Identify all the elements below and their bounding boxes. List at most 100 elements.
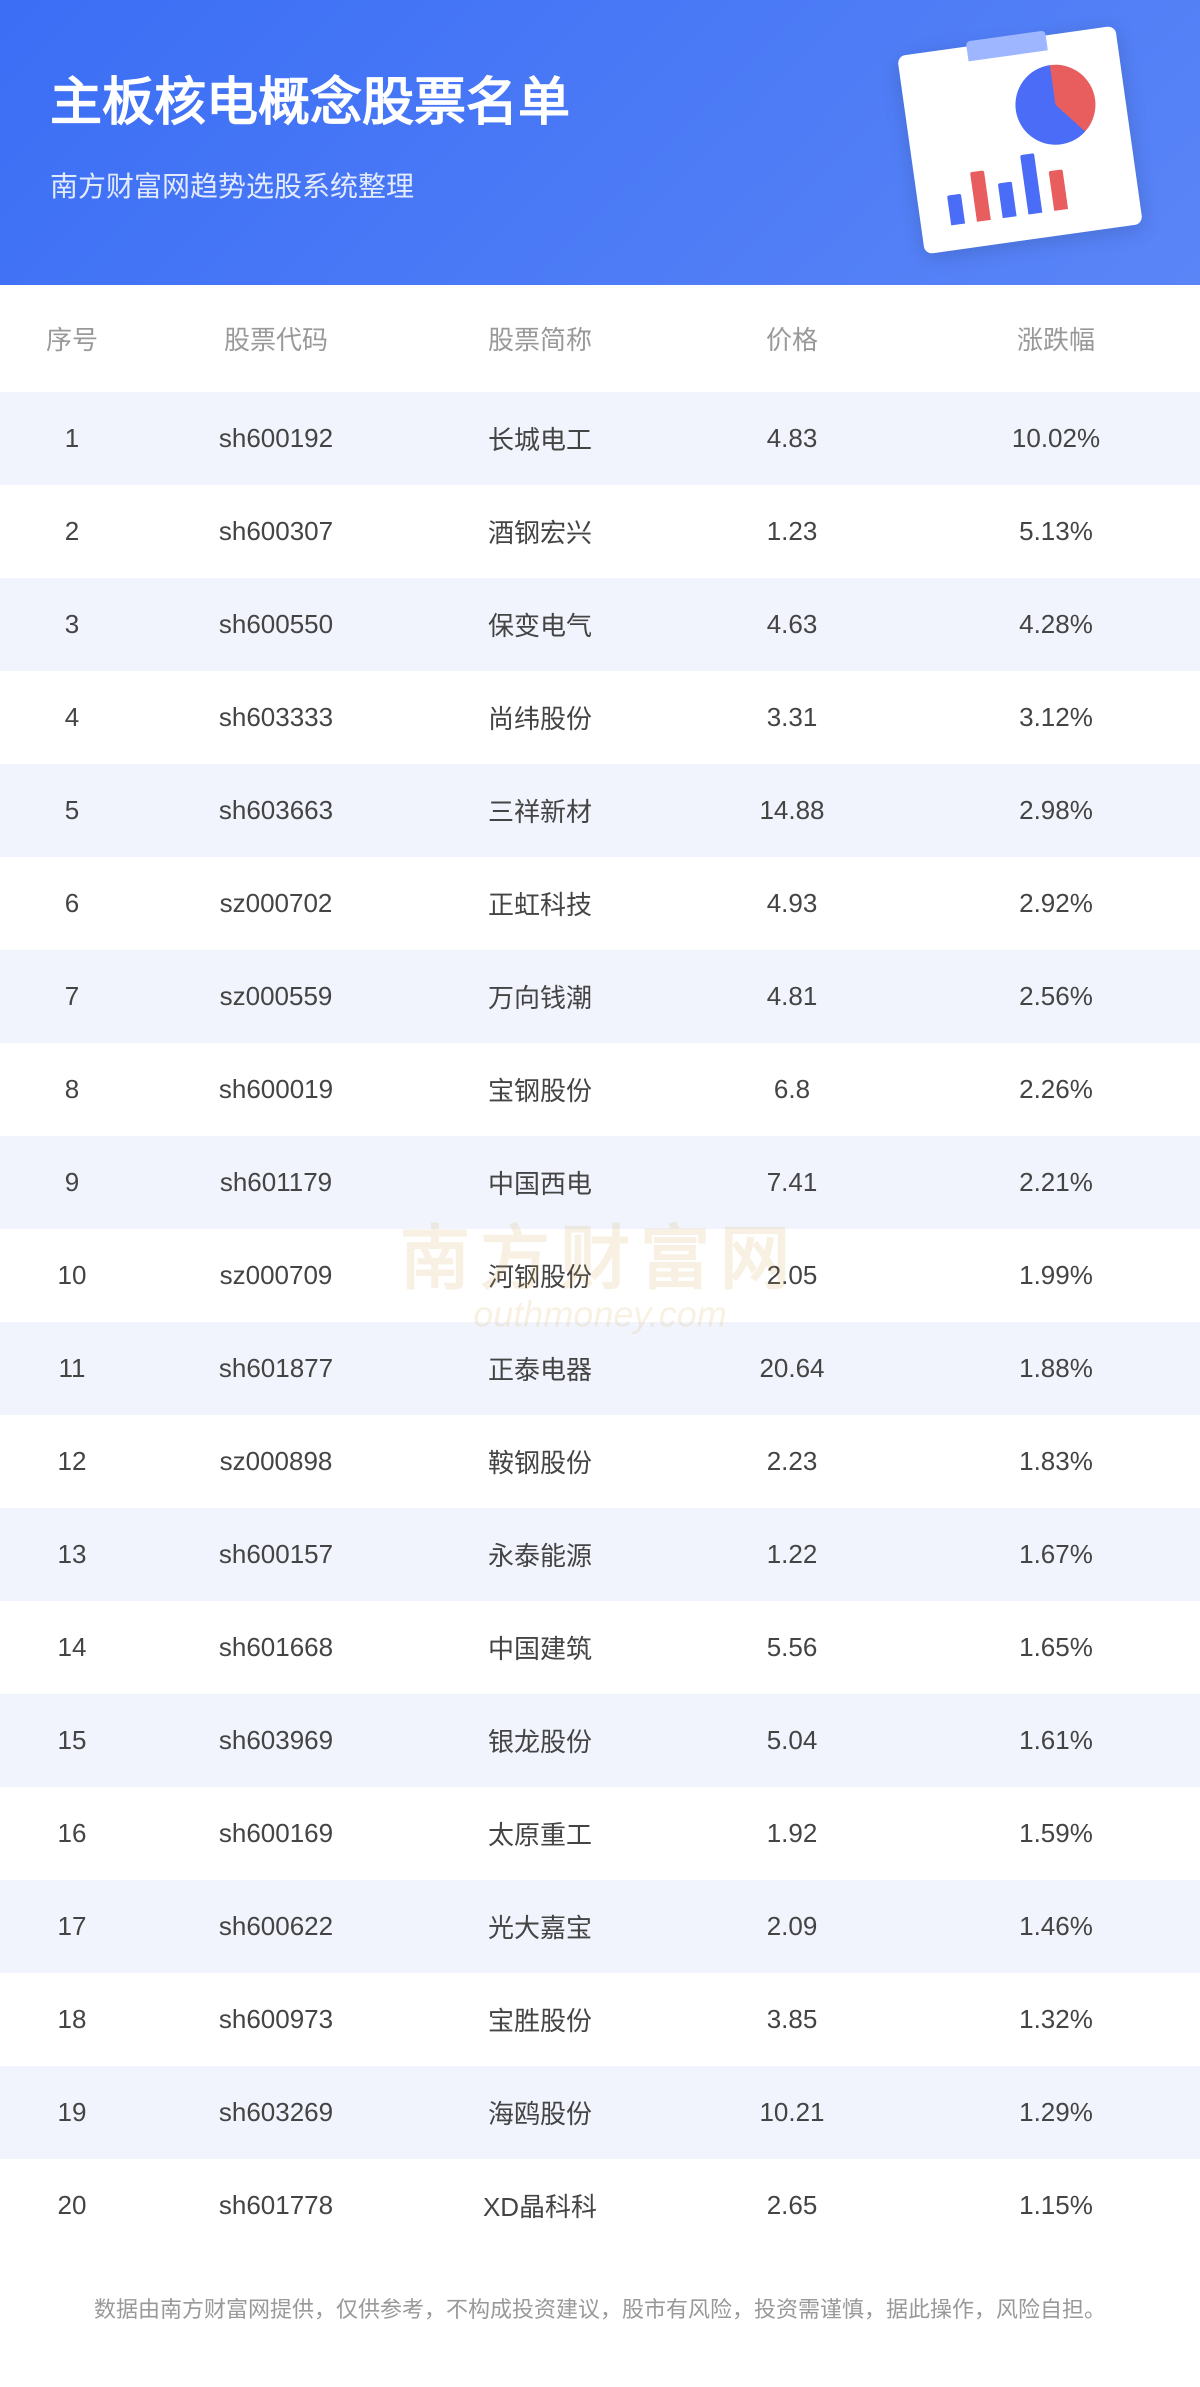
cell-price: 4.81	[672, 950, 912, 1043]
cell-index: 6	[0, 857, 144, 950]
cell-name: 太原重工	[408, 1787, 672, 1880]
cell-name: 正泰电器	[408, 1322, 672, 1415]
cell-price: 14.88	[672, 764, 912, 857]
cell-change: 2.56%	[912, 950, 1200, 1043]
cell-code: sh600550	[144, 578, 408, 671]
table-row: 9 sh601179 中国西电 7.41 2.21%	[0, 1136, 1200, 1229]
cell-index: 12	[0, 1415, 144, 1508]
cell-code: sz000702	[144, 857, 408, 950]
cell-price: 1.92	[672, 1787, 912, 1880]
cell-code: sz000898	[144, 1415, 408, 1508]
cell-index: 1	[0, 392, 144, 485]
cell-name: 尚纬股份	[408, 671, 672, 764]
cell-code: sh600192	[144, 392, 408, 485]
cell-price: 1.22	[672, 1508, 912, 1601]
cell-price: 3.85	[672, 1973, 912, 2066]
cell-price: 4.63	[672, 578, 912, 671]
col-header-name: 股票简称	[408, 285, 672, 392]
cell-change: 4.28%	[912, 578, 1200, 671]
cell-index: 9	[0, 1136, 144, 1229]
cell-price: 5.04	[672, 1694, 912, 1787]
cell-price: 2.65	[672, 2159, 912, 2252]
table-row: 14 sh601668 中国建筑 5.56 1.65%	[0, 1601, 1200, 1694]
cell-index: 7	[0, 950, 144, 1043]
cell-index: 13	[0, 1508, 144, 1601]
cell-name: 三祥新材	[408, 764, 672, 857]
cell-change: 1.83%	[912, 1415, 1200, 1508]
cell-name: 保变电气	[408, 578, 672, 671]
cell-name: 鞍钢股份	[408, 1415, 672, 1508]
cell-name: 海鸥股份	[408, 2066, 672, 2159]
table-header-row: 序号 股票代码 股票简称 价格 涨跌幅	[0, 285, 1200, 392]
cell-name: 中国建筑	[408, 1601, 672, 1694]
cell-change: 1.88%	[912, 1322, 1200, 1415]
cell-code: sh600019	[144, 1043, 408, 1136]
cell-code: sh601668	[144, 1601, 408, 1694]
cell-index: 18	[0, 1973, 144, 2066]
cell-change: 10.02%	[912, 392, 1200, 485]
table-row: 5 sh603663 三祥新材 14.88 2.98%	[0, 764, 1200, 857]
cell-index: 4	[0, 671, 144, 764]
cell-name: 正虹科技	[408, 857, 672, 950]
cell-change: 1.15%	[912, 2159, 1200, 2252]
cell-name: 宝钢股份	[408, 1043, 672, 1136]
cell-code: sh601179	[144, 1136, 408, 1229]
cell-code: sh603269	[144, 2066, 408, 2159]
page-container: 主板核电概念股票名单 南方财富网趋势选股系统整理 南方财富网 outhmoney…	[0, 0, 1200, 2387]
cell-index: 3	[0, 578, 144, 671]
cell-change: 1.61%	[912, 1694, 1200, 1787]
cell-price: 20.64	[672, 1322, 912, 1415]
cell-name: 光大嘉宝	[408, 1880, 672, 1973]
cell-code: sh603969	[144, 1694, 408, 1787]
cell-name: 万向钱潮	[408, 950, 672, 1043]
cell-change: 3.12%	[912, 671, 1200, 764]
cell-change: 2.26%	[912, 1043, 1200, 1136]
cell-index: 2	[0, 485, 144, 578]
table-row: 7 sz000559 万向钱潮 4.81 2.56%	[0, 950, 1200, 1043]
cell-name: 宝胜股份	[408, 1973, 672, 2066]
table-row: 8 sh600019 宝钢股份 6.8 2.26%	[0, 1043, 1200, 1136]
cell-code: sh600169	[144, 1787, 408, 1880]
cell-change: 1.99%	[912, 1229, 1200, 1322]
cell-change: 1.32%	[912, 1973, 1200, 2066]
cell-change: 1.65%	[912, 1601, 1200, 1694]
cell-code: sz000709	[144, 1229, 408, 1322]
col-header-change: 涨跌幅	[912, 285, 1200, 392]
cell-price: 2.23	[672, 1415, 912, 1508]
cell-index: 20	[0, 2159, 144, 2252]
cell-change: 1.29%	[912, 2066, 1200, 2159]
table-row: 16 sh600169 太原重工 1.92 1.59%	[0, 1787, 1200, 1880]
cell-code: sh600157	[144, 1508, 408, 1601]
cell-index: 15	[0, 1694, 144, 1787]
cell-code: sh600973	[144, 1973, 408, 2066]
cell-price: 2.05	[672, 1229, 912, 1322]
cell-price: 1.23	[672, 485, 912, 578]
stock-table-wrapper: 序号 股票代码 股票简称 价格 涨跌幅 1 sh600192 长城电工 4.83…	[0, 285, 1200, 2252]
disclaimer-text: 数据由南方财富网提供，仅供参考，不构成投资建议，股市有风险，投资需谨慎，据此操作…	[0, 2252, 1200, 2387]
cell-index: 5	[0, 764, 144, 857]
table-container: 南方财富网 outhmoney.com 序号 股票代码 股票简称 价格 涨跌幅 …	[0, 285, 1200, 2252]
cell-change: 1.46%	[912, 1880, 1200, 1973]
table-row: 13 sh600157 永泰能源 1.22 1.67%	[0, 1508, 1200, 1601]
cell-price: 4.83	[672, 392, 912, 485]
cell-name: 酒钢宏兴	[408, 485, 672, 578]
col-header-index: 序号	[0, 285, 144, 392]
cell-code: sh601877	[144, 1322, 408, 1415]
table-row: 17 sh600622 光大嘉宝 2.09 1.46%	[0, 1880, 1200, 1973]
cell-price: 10.21	[672, 2066, 912, 2159]
header-banner: 主板核电概念股票名单 南方财富网趋势选股系统整理	[0, 0, 1200, 285]
cell-change: 2.21%	[912, 1136, 1200, 1229]
cell-index: 19	[0, 2066, 144, 2159]
table-row: 20 sh601778 XD晶科科 2.65 1.15%	[0, 2159, 1200, 2252]
cell-price: 4.93	[672, 857, 912, 950]
cell-code: sh603333	[144, 671, 408, 764]
cell-name: 永泰能源	[408, 1508, 672, 1601]
col-header-price: 价格	[672, 285, 912, 392]
header-illustration-icon	[890, 30, 1150, 250]
cell-change: 5.13%	[912, 485, 1200, 578]
cell-index: 8	[0, 1043, 144, 1136]
cell-change: 2.92%	[912, 857, 1200, 950]
cell-index: 10	[0, 1229, 144, 1322]
table-row: 1 sh600192 长城电工 4.83 10.02%	[0, 392, 1200, 485]
cell-name: 中国西电	[408, 1136, 672, 1229]
